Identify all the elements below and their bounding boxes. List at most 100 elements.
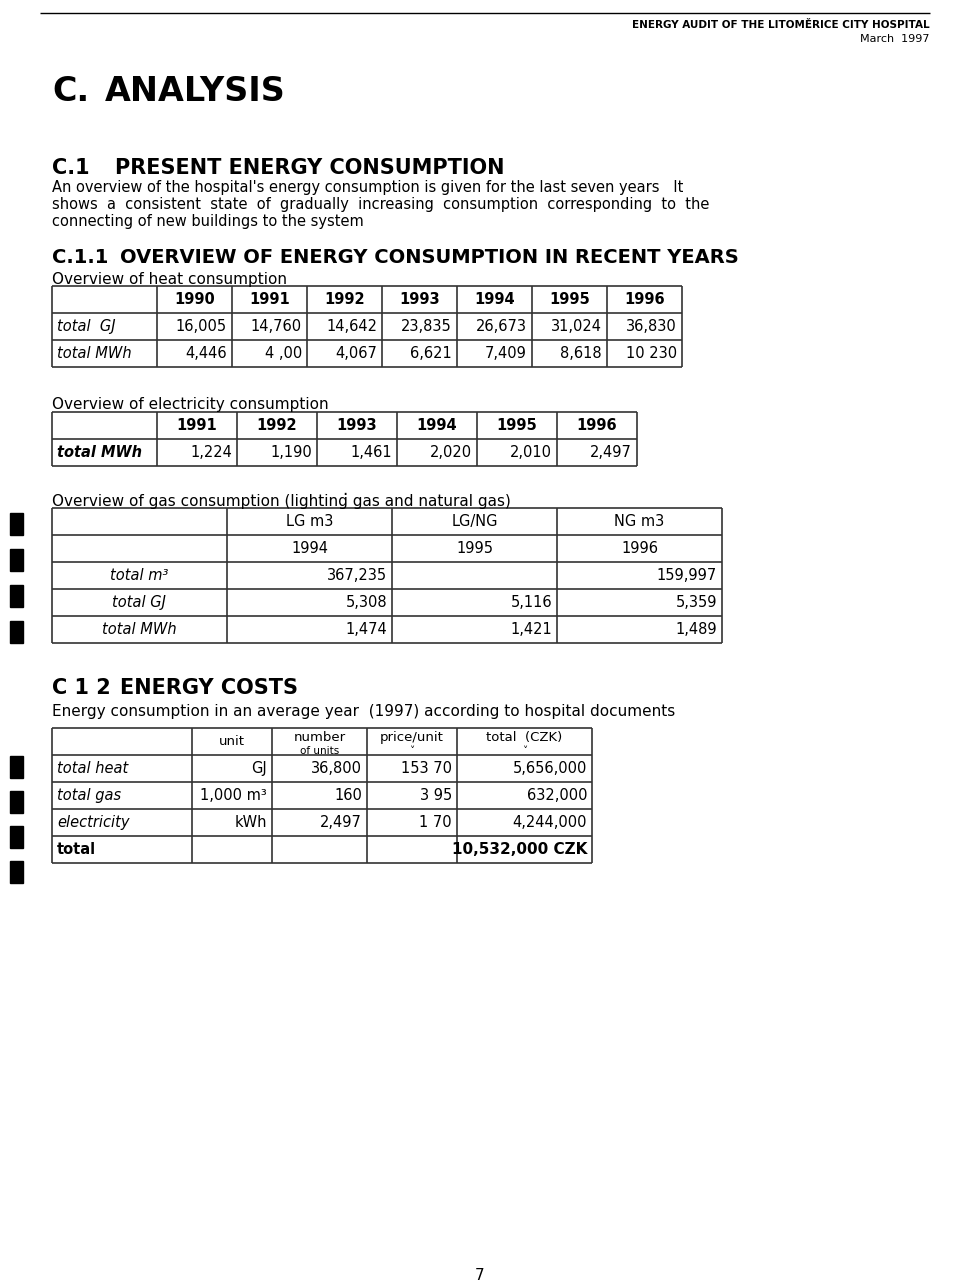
Text: 23,835: 23,835 [401,319,452,334]
Text: 1996: 1996 [624,292,665,307]
Text: shows  a  consistent  state  of  gradually  increasing  consumption  correspondi: shows a consistent state of gradually in… [52,197,709,212]
Text: number: number [294,731,346,744]
Bar [10,756,23,777]
Text: Overview of electricity consumption: Overview of electricity consumption [52,397,328,412]
Text: 1992: 1992 [324,292,365,307]
Text: total GJ: total GJ [112,595,166,610]
Bar [10,792,23,813]
Text: 6,621: 6,621 [410,346,452,361]
Text: 2,497: 2,497 [590,445,632,460]
Text: of units: of units [300,745,339,756]
Text: 4,244,000: 4,244,000 [513,815,587,830]
Bar [10,513,23,535]
Text: C.1: C.1 [52,158,89,179]
Text: NG m3: NG m3 [614,514,664,529]
Text: 10,532,000 CZK: 10,532,000 CZK [451,842,587,857]
Text: 4 ,00: 4 ,00 [265,346,302,361]
Text: total gas: total gas [57,788,121,803]
Text: 1 70: 1 70 [420,815,452,830]
Text: 4,446: 4,446 [185,346,227,361]
Text: total: total [57,842,96,857]
Text: 1995: 1995 [496,418,538,433]
Text: PRESENT ENERGY CONSUMPTION: PRESENT ENERGY CONSUMPTION [115,158,505,179]
Bar [10,826,23,848]
Text: total heat: total heat [57,761,129,776]
Text: total  GJ: total GJ [57,319,115,334]
Text: total  (CZK): total (CZK) [487,731,563,744]
Text: 159,997: 159,997 [657,568,717,583]
Text: 1991: 1991 [250,292,290,307]
Text: 160: 160 [334,788,362,803]
Text: 2,010: 2,010 [510,445,552,460]
Text: electricity: electricity [57,815,130,830]
Text: 5,308: 5,308 [346,595,387,610]
Text: C 1 2: C 1 2 [52,678,110,698]
Bar [10,585,23,607]
Bar [10,621,23,642]
Bar [10,861,23,883]
Text: 26,673: 26,673 [476,319,527,334]
Text: kWh: kWh [234,815,267,830]
Text: An overview of the hospital's energy consumption is given for the last seven yea: An overview of the hospital's energy con… [52,180,684,195]
Text: total MWh: total MWh [57,346,132,361]
Text: 1994: 1994 [474,292,515,307]
Text: 1,474: 1,474 [346,622,387,637]
Text: C.1.1: C.1.1 [52,248,108,267]
Text: 632,000: 632,000 [526,788,587,803]
Text: 1995: 1995 [549,292,589,307]
Text: GJ: GJ [252,761,267,776]
Text: 31,024: 31,024 [551,319,602,334]
Text: 1992: 1992 [256,418,298,433]
Text: 153 70: 153 70 [401,761,452,776]
Text: Overview of heat consumption: Overview of heat consumption [52,272,287,287]
Text: 7,409: 7,409 [485,346,527,361]
Text: 1991: 1991 [177,418,217,433]
Text: 367,235: 367,235 [326,568,387,583]
Text: price/unit: price/unit [380,731,444,744]
Text: 4,067: 4,067 [335,346,377,361]
Text: 7: 7 [475,1268,485,1282]
Text: Overview of gas consumption (lighting gas and natural gas): Overview of gas consumption (lighting ga… [52,493,511,509]
Text: 1996: 1996 [621,541,658,556]
Text: 2,020: 2,020 [430,445,472,460]
Text: 1,000 m³: 1,000 m³ [201,788,267,803]
Text: 1994: 1994 [291,541,328,556]
Text: 14,642: 14,642 [326,319,377,334]
Text: total MWh: total MWh [57,445,142,460]
Text: 1,224: 1,224 [190,445,232,460]
Text: Energy consumption in an average year  (1997) according to hospital documents: Energy consumption in an average year (1… [52,704,675,720]
Text: ˅: ˅ [522,745,527,756]
Text: ENERGY AUDIT OF THE LITOMĚRICE CITY HOSPITAL: ENERGY AUDIT OF THE LITOMĚRICE CITY HOSP… [633,21,930,30]
Bar [10,549,23,571]
Text: ENERGY COSTS: ENERGY COSTS [120,678,298,698]
Text: 36,830: 36,830 [626,319,677,334]
Text: 1993: 1993 [399,292,440,307]
Text: 5,116: 5,116 [511,595,552,610]
Text: 14,760: 14,760 [251,319,302,334]
Text: 1993: 1993 [337,418,377,433]
Text: 1995: 1995 [456,541,493,556]
Text: .: . [342,481,348,499]
Text: connecting of new buildings to the system: connecting of new buildings to the syste… [52,215,364,229]
Text: 1,421: 1,421 [511,622,552,637]
Text: 10 230: 10 230 [626,346,677,361]
Text: 36,800: 36,800 [311,761,362,776]
Text: total m³: total m³ [110,568,169,583]
Text: C.: C. [52,75,89,108]
Text: total MWh: total MWh [102,622,177,637]
Text: 16,005: 16,005 [176,319,227,334]
Text: 2,497: 2,497 [320,815,362,830]
Text: OVERVIEW OF ENERGY CONSUMPTION IN RECENT YEARS: OVERVIEW OF ENERGY CONSUMPTION IN RECENT… [120,248,739,267]
Text: 8,618: 8,618 [561,346,602,361]
Text: 5,359: 5,359 [676,595,717,610]
Text: ˅: ˅ [409,745,415,756]
Text: 3 95: 3 95 [420,788,452,803]
Text: 5,656,000: 5,656,000 [513,761,587,776]
Text: ANALYSIS: ANALYSIS [105,75,286,108]
Text: 1,461: 1,461 [350,445,392,460]
Text: LG m3: LG m3 [286,514,333,529]
Text: 1,190: 1,190 [271,445,312,460]
Text: LG/NG: LG/NG [451,514,497,529]
Text: 1994: 1994 [417,418,457,433]
Text: March  1997: March 1997 [860,33,930,44]
